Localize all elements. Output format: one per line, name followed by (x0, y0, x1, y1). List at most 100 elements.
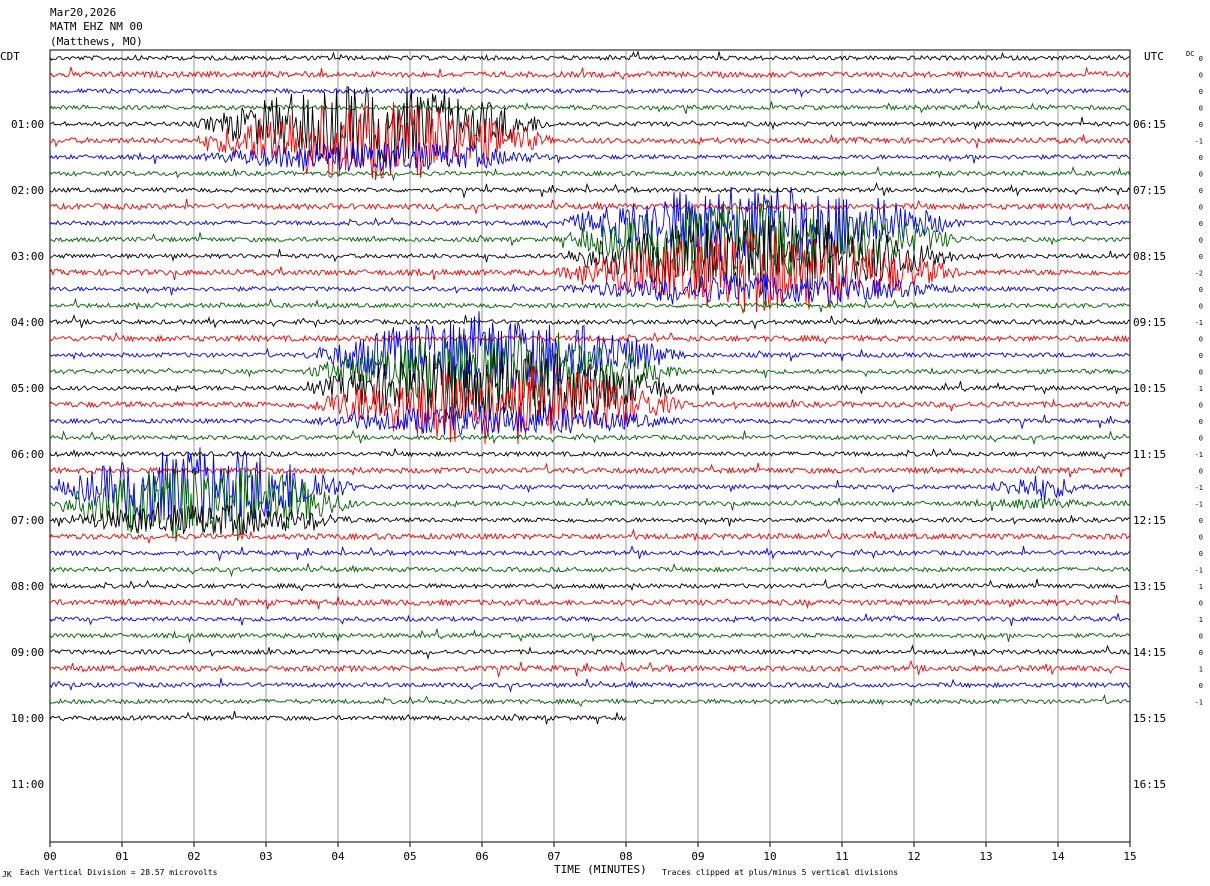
seismogram-trace (49, 659, 1131, 678)
x-tick-label: 05 (403, 850, 416, 863)
dc-offset-value: 1 (1199, 616, 1203, 624)
dc-offset-value: 0 (1199, 435, 1203, 443)
x-tick-label: 15 (1123, 850, 1136, 863)
seismogram-trace (49, 85, 1131, 98)
seismogram-trace (49, 100, 1131, 115)
dc-offset-value: 0 (1199, 237, 1203, 245)
dc-offset-labels: 0 0 0 0 0 -1 0 0 0 0 0 0 0 -2 0 0 -1 0 0 0 1 0 0 0 -1 0 -1 -1 0 0 0 -1 1… (1195, 55, 1203, 707)
seismogram-trace (49, 199, 1131, 215)
dc-offset-value: 0 (1199, 682, 1203, 690)
x-tick-label: 12 (907, 850, 920, 863)
seismogram-trace (49, 311, 1131, 392)
seismogram-trace (49, 165, 1131, 182)
left-hour-label: 08:00 (11, 580, 44, 593)
seismogram-trace (49, 137, 1131, 172)
seismogram-trace (49, 578, 1131, 592)
dc-offset-value: -1 (1195, 567, 1203, 575)
seismogram-trace (49, 66, 1131, 81)
seismogram-trace (49, 462, 1131, 478)
seismogram-trace (49, 332, 1131, 412)
left-hour-labels: 01:00 02:00 03:00 04:00 05:00 06:00 07:00 08:00… (11, 118, 44, 791)
dc-offset-value: 0 (1199, 154, 1203, 162)
seismogram-trace (50, 594, 1131, 610)
x-tick-label: 13 (979, 850, 992, 863)
left-hour-label: 10:00 (11, 712, 44, 725)
seismogram-trace (49, 365, 1131, 445)
seismogram-trace (49, 501, 1131, 535)
x-tick-label: 06 (475, 850, 488, 863)
dc-offset-value: 0 (1199, 303, 1203, 311)
dc-offset-value: 0 (1199, 336, 1203, 344)
dc-offset-value: 0 (1199, 633, 1203, 641)
seismogram-trace (49, 403, 1131, 436)
right-hour-label: 08:15 (1133, 250, 1166, 263)
dc-offset-value: 0 (1199, 121, 1203, 129)
seismogram-trace (49, 348, 1131, 429)
x-tick-label: 07 (547, 850, 560, 863)
x-tick-label: 02 (187, 850, 200, 863)
x-tick-label: 00 (43, 850, 56, 863)
right-hour-label: 09:15 (1133, 316, 1166, 329)
seismogram-trace (49, 101, 1131, 181)
left-hour-label: 07:00 (11, 514, 44, 527)
x-tick-label: 09 (691, 850, 704, 863)
dc-offset-value: 1 (1199, 385, 1203, 393)
plot-frame (49, 49, 1131, 843)
x-tick-label: 03 (259, 850, 272, 863)
x-tick-label: 10 (763, 850, 776, 863)
dc-offset-value: 0 (1199, 517, 1203, 525)
seismogram-trace (50, 216, 1131, 297)
left-hour-label: 01:00 (11, 118, 44, 131)
station-channel: MATM EHZ NM 00 (50, 20, 143, 33)
seismogram-trace (49, 563, 1131, 578)
dc-offset-value: 0 (1199, 105, 1203, 113)
x-tick-label: 08 (619, 850, 632, 863)
dc-offset-value: 0 (1199, 171, 1203, 179)
dc-offset-value: 0 (1199, 369, 1203, 377)
dc-offset-value: -2 (1195, 270, 1203, 278)
dc-offset-value: 1 (1199, 666, 1203, 674)
x-tick-label: 04 (331, 850, 345, 863)
x-tick-label: 01 (115, 850, 128, 863)
seismogram-trace (49, 273, 1131, 305)
dc-offset-value: 0 (1199, 418, 1203, 426)
seismogram-trace (49, 528, 1131, 544)
dc-offset-value: 0 (1199, 88, 1203, 96)
left-hour-label: 05:00 (11, 382, 44, 395)
seismogram-trace (49, 231, 1131, 313)
dc-offset-value: 0 (1199, 187, 1203, 195)
seismogram-trace (49, 331, 1130, 345)
seismogram-trace (49, 297, 1131, 315)
right-hour-label: 07:15 (1133, 184, 1166, 197)
seismogram-trace (49, 181, 1131, 199)
right-hour-label: 13:15 (1133, 580, 1166, 593)
dc-offset-value: 0 (1199, 468, 1203, 476)
seismogram-trace (49, 628, 1131, 643)
seismogram-trace (49, 613, 1131, 626)
x-tick-label: 14 (1051, 850, 1065, 863)
seismogram-trace (49, 544, 1131, 562)
station-location: (Matthews, MO) (50, 35, 143, 48)
x-axis-ticks: 00 01 02 03 04 05 06 07 08 09 10 11 12 13 14 15 (43, 842, 1137, 863)
seismogram-trace (49, 466, 1131, 542)
right-hour-label: 14:15 (1133, 646, 1166, 659)
seismogram-trace (49, 86, 1131, 164)
right-hour-label: 10:15 (1133, 382, 1166, 395)
seismogram-trace (49, 447, 1131, 526)
dc-offset-value: 0 (1199, 286, 1203, 294)
record-date: Mar20,2026 (50, 6, 116, 19)
seismogram-trace (49, 678, 1131, 693)
right-hour-label: 06:15 (1133, 118, 1166, 131)
right-hour-label: 12:15 (1133, 514, 1166, 527)
dc-offset-value: 0 (1199, 600, 1203, 608)
vertical-scale-note: Each Vertical Division = 28.57 microvolt… (20, 868, 218, 877)
dc-offset-value: -1 (1195, 319, 1203, 327)
left-hour-label: 02:00 (11, 184, 44, 197)
dc-offset-value: 0 (1199, 204, 1203, 212)
x-axis-title: TIME (MINUTES) (554, 863, 647, 876)
seismogram-trace (49, 710, 627, 725)
left-hour-label: 09:00 (11, 646, 44, 659)
seismogram-trace (49, 644, 1131, 661)
seismogram-trace (49, 694, 1131, 708)
minute-grid (121, 50, 1059, 842)
